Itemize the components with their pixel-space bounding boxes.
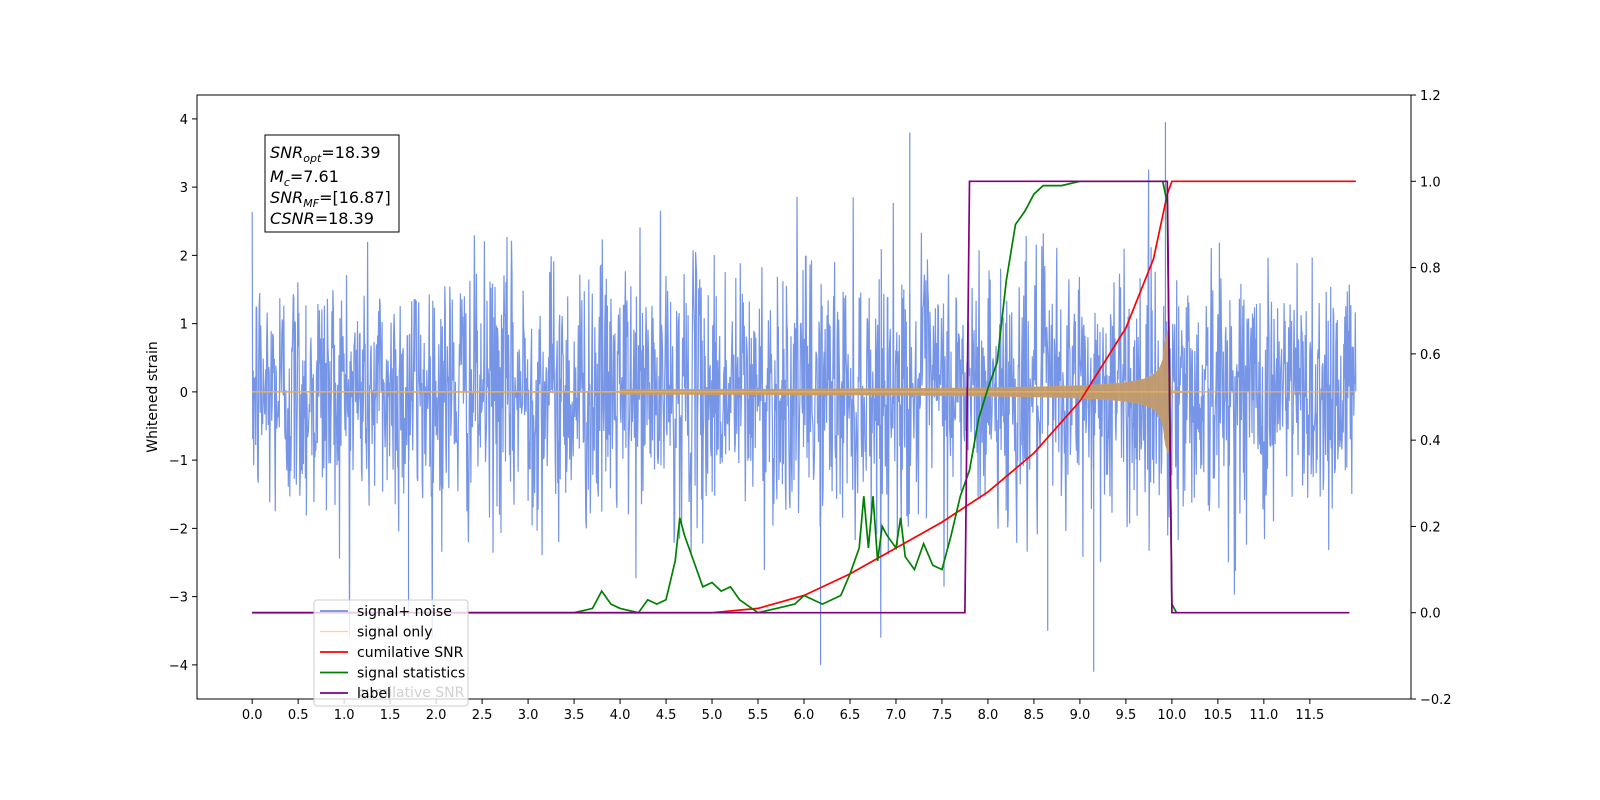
snr-opt-text: SNRopt=18.39 <box>270 143 381 165</box>
y2-tick-label: 0.6 <box>1420 348 1441 363</box>
y-tick-label: 3 <box>180 181 188 196</box>
y2-tick-label: 1.0 <box>1420 175 1441 190</box>
series-signal-plus-noise <box>251 169 1357 638</box>
y-tick-label: 2 <box>180 249 188 264</box>
x-tick-label: 6.0 <box>794 708 815 723</box>
y2-tick-label: 0.8 <box>1420 262 1441 277</box>
y2-tick-label: 0.4 <box>1420 434 1441 449</box>
series-signal-statistics <box>252 180 1178 614</box>
y-axis-left: −4 −3 −2 −1 0 1 2 3 4 <box>169 113 197 674</box>
legend-item-label: label <box>320 686 391 702</box>
x-tick-label: 10.5 <box>1203 708 1232 723</box>
y-tick-label: −1 <box>169 454 188 469</box>
legend: cumilative SNR signal+ noise signal only c… <box>313 599 469 707</box>
series-label <box>252 180 1350 614</box>
x-tick-label: 3.0 <box>518 708 539 723</box>
legend-item-cumulative-snr: cumilative SNR <box>320 645 464 661</box>
x-tick-label: 1.5 <box>380 708 401 723</box>
series-cumulative-snr <box>711 180 1356 614</box>
legend-label: signal only <box>357 625 432 641</box>
legend-item-signal-only: signal only <box>320 625 432 641</box>
legend-label: signal statistics <box>357 666 465 682</box>
x-tick-label: 1.0 <box>334 708 355 723</box>
legend-item-signal-plus-noise: signal+ noise <box>320 604 452 620</box>
x-tick-label: 0.0 <box>242 708 263 723</box>
x-tick-label: 6.5 <box>840 708 861 723</box>
x-tick-label: 2.5 <box>472 708 493 723</box>
y-tick-label: −4 <box>169 659 188 674</box>
chirp-mass-text: Mc=7.61 <box>270 167 339 189</box>
csnr-text: CSNR=18.39 <box>270 209 374 228</box>
plot-series <box>251 122 1357 672</box>
x-tick-label: 10.0 <box>1157 708 1186 723</box>
legend-label: label <box>357 686 391 702</box>
legend-ghost-text: cumilative SNR <box>358 685 465 701</box>
x-tick-label: 2.0 <box>426 708 447 723</box>
x-tick-label: 11.5 <box>1295 708 1324 723</box>
x-tick-label: 7.5 <box>932 708 953 723</box>
x-tick-label: 0.5 <box>288 708 309 723</box>
y-tick-label: −2 <box>169 522 188 537</box>
y-tick-label: 1 <box>180 318 188 333</box>
x-tick-label: 4.0 <box>610 708 631 723</box>
y-tick-label: −3 <box>169 591 188 606</box>
x-tick-label: 8.5 <box>1024 708 1045 723</box>
x-tick-label: 3.5 <box>564 708 585 723</box>
y-tick-label: 0 <box>180 386 188 401</box>
y2-tick-label: −0.2 <box>1420 693 1452 708</box>
y2-tick-label: 1.2 <box>1420 89 1441 104</box>
x-tick-label: 8.0 <box>978 708 999 723</box>
legend-label: cumilative SNR <box>357 645 464 661</box>
x-axis: 0.0 0.5 1.0 1.5 2.0 2.5 3.0 3.5 4.0 4.5 5.0 5.5 6.0 6… <box>242 699 1324 723</box>
y-axis-label: Whitened strain <box>145 341 161 452</box>
stats-annotation-box: SNRopt=18.39 Mc=7.61 SNRMF=[16.87] CSNR=… <box>264 134 400 233</box>
x-tick-label: 11.0 <box>1249 708 1278 723</box>
x-tick-label: 9.5 <box>1116 708 1137 723</box>
y-axis-right: −0.2 0.0 0.2 0.4 0.6 0.8 1.0 1.2 <box>1411 89 1452 708</box>
legend-item-signal-statistics: signal statistics <box>320 666 465 682</box>
legend-label: signal+ noise <box>357 604 452 620</box>
x-tick-label: 4.5 <box>656 708 677 723</box>
y2-tick-label: 0.0 <box>1420 607 1441 622</box>
x-tick-label: 5.0 <box>702 708 723 723</box>
x-tick-label: 9.0 <box>1070 708 1091 723</box>
y2-tick-label: 0.2 <box>1420 520 1441 535</box>
y-tick-label: 4 <box>180 113 188 128</box>
x-tick-label: 5.5 <box>748 708 769 723</box>
x-tick-label: 7.0 <box>886 708 907 723</box>
snr-mf-text: SNRMF=[16.87] <box>270 188 391 210</box>
